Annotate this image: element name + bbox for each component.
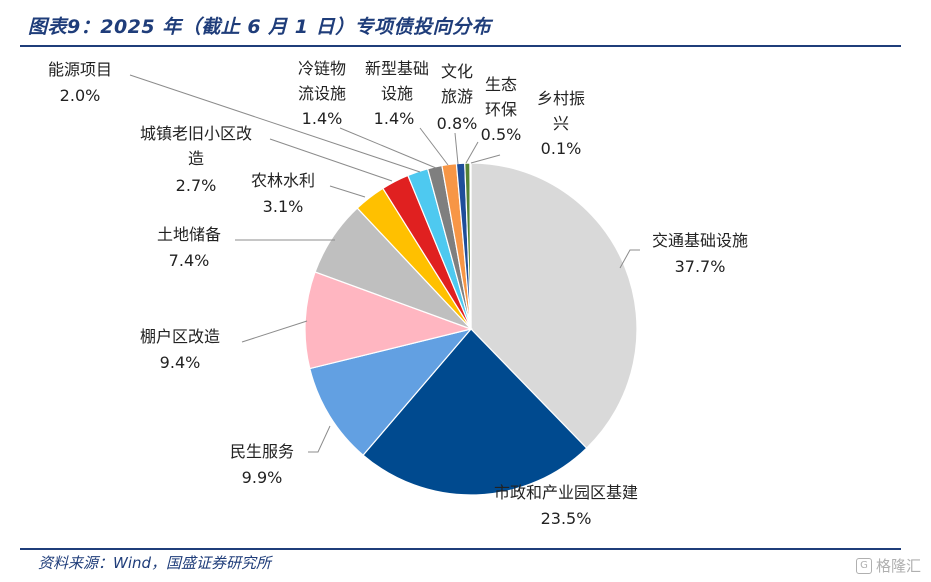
pie-slice — [304, 271, 474, 370]
slice-name-line: 流设施 — [298, 84, 346, 103]
slice-name-label: 市政和产业园区基建 — [494, 483, 638, 502]
slice-name-line: 新型基础 — [365, 59, 429, 78]
slice-percent-label: 0.5% — [481, 125, 522, 144]
slice-name-label: 新型基础设施 — [365, 59, 429, 103]
slice-percent-label: 2.7% — [176, 176, 217, 195]
pie-slice — [470, 162, 638, 449]
slice-percent-label: 0.8% — [437, 114, 478, 133]
slice-percent-label: 37.7% — [675, 257, 726, 276]
slice-name-line: 旅游 — [441, 87, 473, 106]
pie-slice — [309, 327, 473, 456]
leader-line — [129, 74, 421, 173]
slice-percent-label: 1.4% — [302, 109, 343, 128]
slice-name-label: 棚户区改造 — [140, 327, 220, 346]
watermark: G 格隆汇 — [855, 555, 921, 576]
leader-line — [454, 132, 459, 165]
slice-name-line: 兴 — [553, 114, 569, 133]
leader-line — [329, 185, 366, 198]
source-note: 资料来源：Wind，国盛证券研究所 — [38, 554, 272, 572]
footer-rule — [20, 548, 901, 550]
slice-labels: 交通基础设施 37.7% 市政和产业园区基建 23.5% 民生服务 9.9% 棚户区改造 9.… — [48, 59, 748, 528]
slice-name-label: 农林水利 — [251, 171, 315, 190]
slice-name-label: 生态环保 — [485, 75, 517, 119]
leader-line — [465, 141, 479, 164]
slice-percent-label: 23.5% — [541, 509, 592, 528]
pie-slices — [304, 162, 638, 496]
pie-slice — [362, 328, 588, 496]
slice-name-label: 能源项目 — [48, 60, 112, 79]
slice-percent-label: 9.4% — [160, 353, 201, 372]
slice-name-line: 文化 — [441, 62, 473, 81]
slice-name-label: 乡村振兴 — [537, 89, 585, 133]
slice-name-line: 环保 — [485, 100, 517, 119]
watermark-logo-icon: G — [855, 557, 872, 574]
slice-percent-label: 7.4% — [169, 251, 210, 270]
leader-line — [339, 127, 437, 169]
slice-percent-label: 1.4% — [374, 109, 415, 128]
slice-percent-label: 0.1% — [541, 139, 582, 158]
slice-name-label: 冷链物流设施 — [298, 59, 346, 103]
slice-name-line: 城镇老旧小区改 — [140, 124, 252, 143]
slice-percent-label: 9.9% — [242, 468, 283, 487]
slice-name-label: 土地储备 — [157, 225, 221, 244]
slice-percent-label: 3.1% — [263, 197, 304, 216]
leader-line — [470, 154, 501, 164]
leader-line — [269, 138, 393, 182]
slice-name-label: 交通基础设施 — [652, 231, 748, 250]
slice-name-line: 冷链物 — [298, 59, 346, 78]
leader-line — [308, 425, 331, 453]
watermark-text: 格隆汇 — [875, 557, 921, 575]
leader-lines — [129, 74, 640, 453]
slice-name-line: 造 — [188, 149, 204, 168]
title-rule — [20, 45, 901, 47]
pie-slice — [469, 162, 472, 330]
slice-name-line: 生态 — [485, 75, 517, 94]
leader-line — [419, 127, 449, 166]
slice-percent-label: 2.0% — [60, 86, 101, 105]
slice-name-label: 文化旅游 — [441, 62, 473, 106]
slice-name-line: 设施 — [381, 84, 413, 103]
leader-line — [619, 249, 640, 269]
leader-line — [241, 320, 308, 343]
slice-name-label: 民生服务 — [230, 442, 294, 461]
chart-title: 图表9：2025 年（截止 6 月 1 日）专项债投向分布 — [28, 16, 492, 38]
slice-name-line: 乡村振 — [537, 89, 585, 108]
slice-name-label: 城镇老旧小区改造 — [140, 124, 252, 168]
